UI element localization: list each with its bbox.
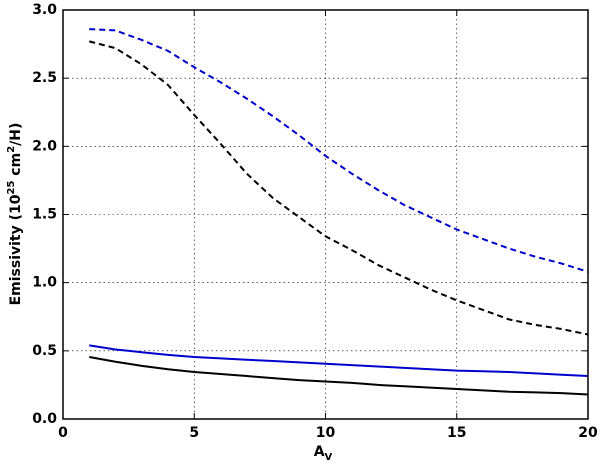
y-label-part: cm bbox=[8, 153, 24, 181]
y-tick-label: 0.0 bbox=[32, 411, 57, 427]
y-label-part: Emissivity (10 bbox=[8, 194, 24, 305]
x-tick-label: 15 bbox=[447, 425, 466, 441]
x-label-main: A bbox=[314, 444, 325, 460]
data-line bbox=[89, 344, 589, 378]
data-line bbox=[89, 355, 589, 396]
y-tick-label: 1.0 bbox=[32, 275, 57, 291]
y-tick-label: 3.0 bbox=[32, 2, 57, 18]
y-axis-label: Emissivity (1025 cm2/H) bbox=[6, 123, 24, 306]
y-tick-label: 1.5 bbox=[32, 207, 57, 223]
x-tick-label: 0 bbox=[58, 425, 68, 441]
x-axis-label: AV bbox=[314, 444, 333, 463]
y-tick-label: 2.0 bbox=[32, 138, 57, 154]
y-tick-label: 0.5 bbox=[32, 343, 57, 359]
data-line bbox=[88, 40, 589, 336]
y-tick-label: 2.5 bbox=[32, 70, 57, 86]
y-label-part: /H) bbox=[8, 123, 24, 146]
x-label-sub: V bbox=[325, 452, 333, 463]
y-label-sup: 2 bbox=[6, 146, 17, 153]
x-tick-label: 5 bbox=[189, 425, 199, 441]
y-label-sup: 25 bbox=[6, 181, 17, 195]
x-tick-label: 20 bbox=[578, 425, 598, 441]
data-line bbox=[89, 28, 589, 273]
x-tick-label: 10 bbox=[316, 425, 336, 441]
plot-frame bbox=[62, 9, 589, 420]
